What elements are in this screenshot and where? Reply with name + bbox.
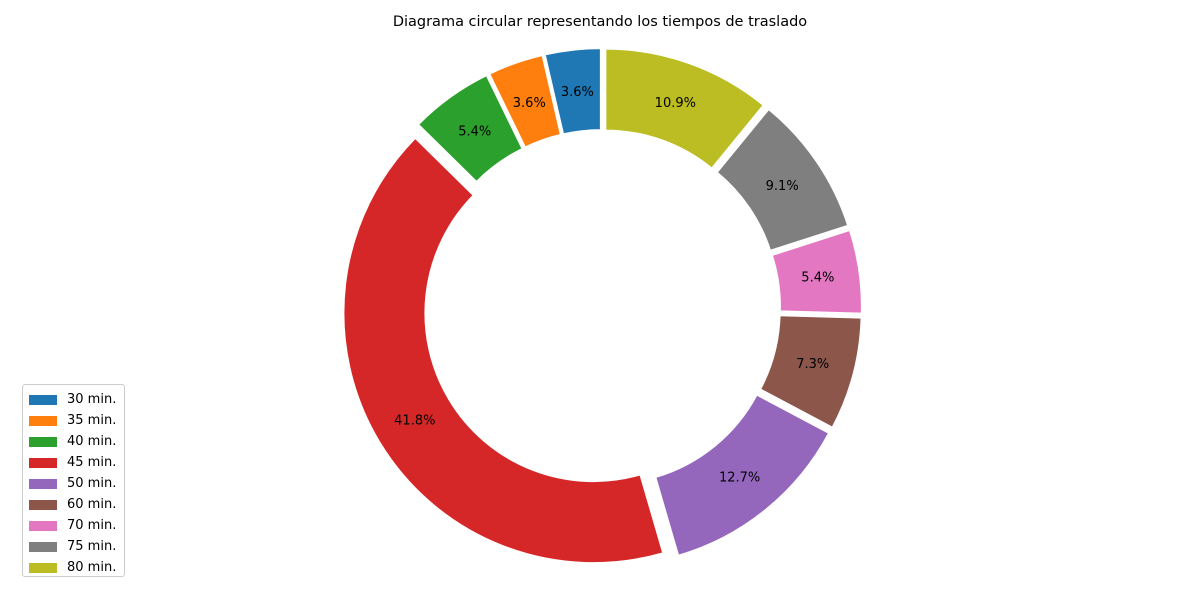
legend-label: 80 min. (67, 560, 117, 575)
legend-swatch (29, 436, 57, 447)
legend-item: 45 min. (29, 452, 124, 473)
percent-labels: 3.6% 3.6% 5.4% 41.8% 12.7% 7.3% 5.4% 9.1% 10.9% (394, 85, 834, 486)
pie-slice-35-min (487, 53, 563, 149)
percent-label: 10.9% (655, 96, 696, 111)
legend-label: 45 min. (67, 455, 117, 470)
pie-slice-70-min (770, 228, 863, 315)
percent-label: 41.8% (394, 413, 435, 428)
legend-label: 60 min. (67, 497, 117, 512)
pie-slice-30-min (543, 47, 602, 136)
percent-label: 3.6% (513, 96, 546, 111)
legend-swatch (29, 415, 57, 426)
legend-label: 30 min. (67, 392, 117, 407)
percent-label: 12.7% (719, 471, 760, 486)
legend-item: 35 min. (29, 410, 124, 431)
legend-item: 75 min. (29, 536, 124, 557)
legend-item: 50 min. (29, 473, 124, 494)
pie-slices (342, 47, 863, 565)
legend-label: 50 min. (67, 476, 117, 491)
legend-swatch (29, 520, 57, 531)
pie-slice-75-min (715, 107, 850, 253)
legend-item: 60 min. (29, 494, 124, 515)
legend-item: 30 min. (29, 389, 124, 410)
legend-label: 75 min. (67, 539, 117, 554)
legend-swatch (29, 541, 57, 552)
percent-label: 5.4% (801, 271, 834, 286)
legend-item: 40 min. (29, 431, 124, 452)
legend-swatch (29, 394, 57, 405)
legend-swatch (29, 457, 57, 468)
legend-swatch (29, 562, 57, 573)
pie-slice-60-min (758, 314, 863, 430)
legend-item: 70 min. (29, 515, 124, 536)
legend-item: 80 min. (29, 557, 124, 578)
percent-label: 3.6% (561, 85, 594, 100)
legend: 30 min. 35 min. 40 min. 45 min. 50 min. 60 mi… (22, 384, 125, 577)
legend-label: 40 min. (67, 434, 117, 449)
percent-label: 9.1% (766, 179, 799, 194)
legend-swatch (29, 478, 57, 489)
pie-slice-40-min (416, 73, 524, 184)
pie-slice-45-min (342, 136, 665, 565)
legend-swatch (29, 499, 57, 510)
chart-title: Diagrama circular representando los tiem… (393, 14, 807, 30)
percent-label: 7.3% (796, 357, 829, 372)
legend-label: 35 min. (67, 413, 117, 428)
legend-label: 70 min. (67, 518, 117, 533)
percent-label: 5.4% (458, 124, 491, 139)
pie-slice-50-min (654, 393, 831, 558)
pie-slice-80-min (604, 47, 766, 171)
